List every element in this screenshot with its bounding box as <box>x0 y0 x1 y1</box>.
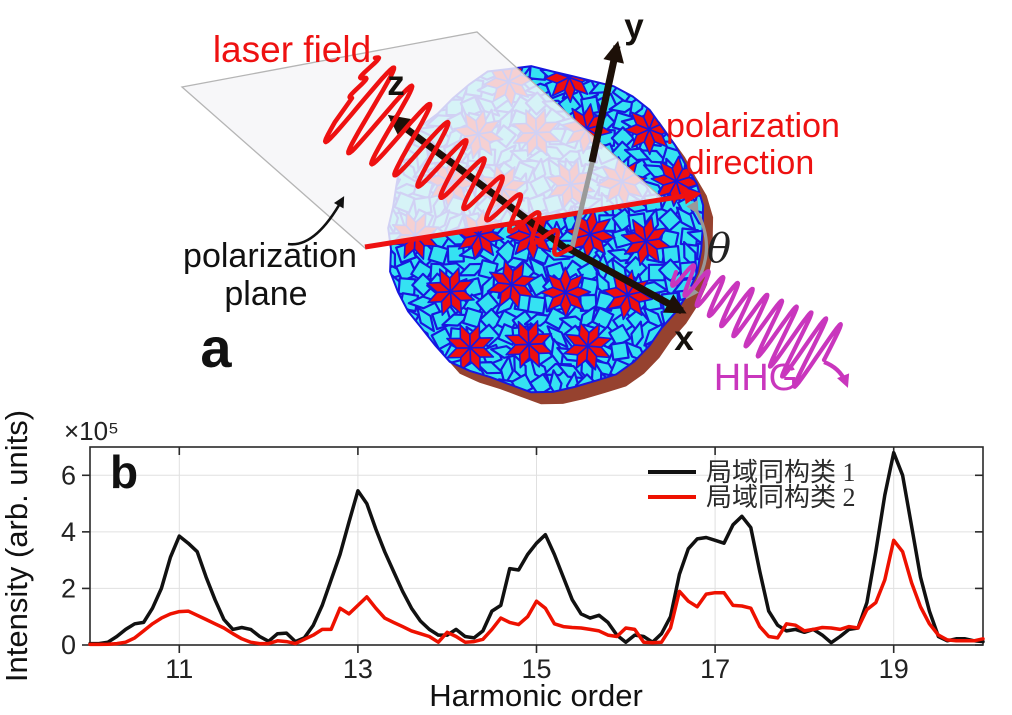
y-axis-hidden-segment <box>568 154 597 253</box>
hhg-label: HHG <box>714 357 798 399</box>
y-tick-label: 0 <box>61 630 76 660</box>
polarization-plane-label-line2: plane <box>224 275 307 313</box>
x-axis-title: Harmonic order <box>429 678 643 713</box>
hhg-wave-arrow <box>823 360 850 388</box>
laser-field-label: laser field <box>213 29 371 70</box>
y-tick-label: 6 <box>61 460 76 490</box>
z-axis-label: z <box>387 64 405 103</box>
legend-label-series1: 局域同构类 1 <box>706 458 856 487</box>
legend-label-series2: 局域同构类 2 <box>706 483 856 512</box>
panel-b: 11 13 15 17 19 0 2 4 6 ×10⁵ Harmonic order Inten… <box>0 410 985 713</box>
legend: 局域同构类 1 局域同构类 2 <box>648 458 856 512</box>
hhg-wave <box>670 263 843 389</box>
plane-label-arrow <box>287 196 345 246</box>
theta-label: θ <box>707 226 731 272</box>
x-tick-label: 11 <box>165 654 193 684</box>
polarization-direction-label-line2: direction <box>686 144 815 182</box>
y-tick-label: 4 <box>61 517 76 547</box>
y-tick-label: 2 <box>61 573 76 603</box>
y-axis-label: y <box>624 7 644 46</box>
tick-labels: 11 13 15 17 19 0 2 4 6 <box>61 460 909 684</box>
panel-b-label: b <box>110 446 138 498</box>
x-tick-label: 17 <box>700 654 730 684</box>
series-line-2 <box>88 538 985 647</box>
x-axis-label: x <box>674 319 694 358</box>
tick-marks <box>82 447 983 653</box>
y-axis-title: Intensity (arb. units) <box>0 410 34 682</box>
x-tick-label: 13 <box>343 654 373 684</box>
panel-a-label: a <box>200 316 232 379</box>
panel-a: laser field z y x polarization direction… <box>180 7 850 405</box>
chart-series <box>88 450 985 647</box>
x-axis-arrow <box>564 243 687 315</box>
laser-field-wave <box>322 55 573 257</box>
polarization-plane-label-line1: polarization <box>183 237 357 275</box>
x-tick-label: 19 <box>879 654 909 684</box>
y-scale-label: ×10⁵ <box>64 416 119 446</box>
polarization-direction-label-line1: polarization <box>666 107 840 145</box>
series-line-1 <box>88 450 985 646</box>
x-tick-label: 15 <box>521 654 551 684</box>
y-axis-arrow <box>588 40 624 163</box>
z-axis-arrow <box>387 114 571 253</box>
